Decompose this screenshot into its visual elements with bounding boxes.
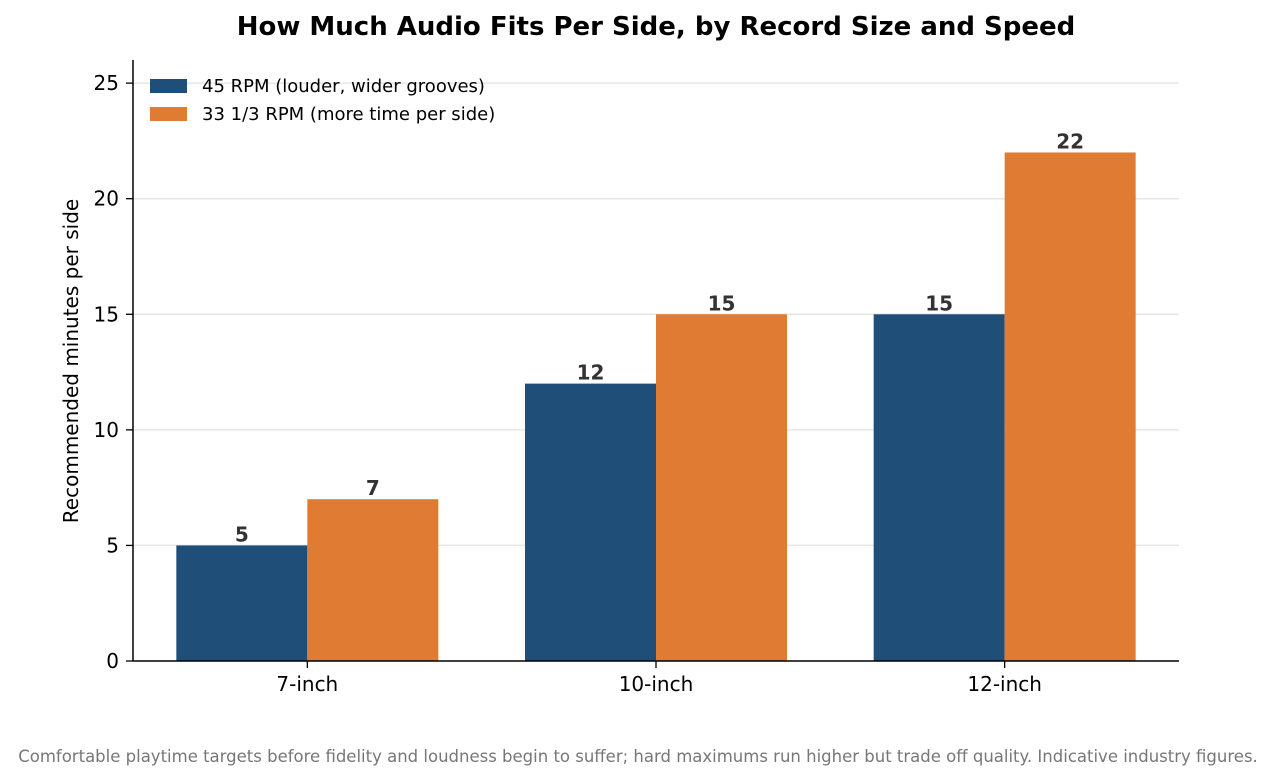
chart-caption: Comfortable playtime targets before fide… <box>18 747 1258 766</box>
bar-value-label: 7 <box>366 476 380 500</box>
y-tick-label: 10 <box>94 418 119 442</box>
bars <box>176 152 1136 661</box>
bar <box>873 314 1005 661</box>
data-labels: 5 7 12 15 15 22 <box>235 129 1084 546</box>
y-tick-label: 15 <box>94 302 119 326</box>
y-tick-label: 20 <box>94 187 119 211</box>
x-tick-label: 10-inch <box>619 672 694 696</box>
bar <box>307 499 439 661</box>
y-tick-label: 25 <box>94 71 119 95</box>
legend-swatch <box>150 107 187 121</box>
x-tick-label: 7-inch <box>276 672 338 696</box>
bar <box>1004 152 1136 661</box>
chart-title: How Much Audio Fits Per Side, by Record … <box>237 12 1076 42</box>
bar <box>176 545 308 661</box>
y-axis-label: Recommended minutes per side <box>59 199 83 523</box>
bar-value-label: 15 <box>925 291 953 315</box>
y-tick-label: 0 <box>106 649 119 673</box>
legend-label: 33 1/3 RPM (more time per side) <box>202 104 495 125</box>
axes: 0 5 10 15 20 25 7-inch 10-inch 12-inch <box>94 60 1179 696</box>
x-tick-label: 12-inch <box>967 672 1042 696</box>
legend-label: 45 RPM (louder, wider grooves) <box>202 76 485 97</box>
bar-value-label: 12 <box>577 361 605 385</box>
bar-value-label: 22 <box>1056 129 1084 153</box>
legend: 45 RPM (louder, wider grooves) 33 1/3 RPM… <box>150 76 495 125</box>
y-tick-label: 5 <box>106 533 119 557</box>
bar-value-label: 5 <box>235 522 249 546</box>
bar <box>656 314 787 661</box>
bar <box>525 383 656 661</box>
legend-swatch <box>150 79 187 93</box>
bar-value-label: 15 <box>708 291 736 315</box>
